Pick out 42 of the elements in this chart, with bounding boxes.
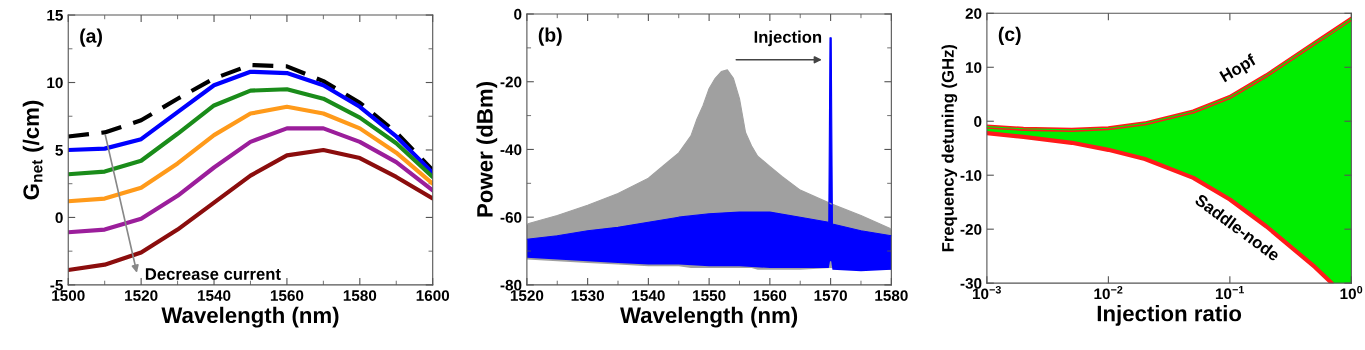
x-tick-label: 1540	[632, 290, 665, 301]
y-tick-label: 0	[55, 212, 63, 224]
x-tick-label: 10$^{0}$	[1340, 285, 1363, 300]
x-axis-title: Wavelength (nm)	[620, 306, 798, 328]
y-tick-label: 5	[55, 145, 63, 156]
x-tick-label: 1550	[693, 290, 726, 301]
text: (b)	[538, 27, 562, 46]
y-tick-label: 10	[966, 62, 982, 73]
x-tick-label: 1570	[814, 290, 847, 301]
x-tick-label: 1580	[875, 290, 908, 301]
y-tick-label: 0	[974, 116, 982, 127]
y-axis-title: G$_{net}$ (/cm)	[22, 100, 44, 200]
y-tick-label: -20	[960, 224, 982, 235]
x-tick-label: 1580	[343, 290, 377, 301]
x-axis-title: Wavelength (nm)	[161, 306, 339, 328]
y-tick-label: -20	[500, 76, 522, 88]
y-axis-title: Frequency detuning (GHz)	[941, 44, 958, 252]
x-tick-label: 1500	[52, 290, 85, 301]
x-tick-label: 1560	[753, 290, 787, 301]
y-tick-label: 15	[47, 10, 63, 21]
y-tick-label: 0	[514, 8, 522, 20]
y-tick-label: 20	[965, 8, 982, 19]
annotation: Decrease current	[145, 268, 281, 280]
y-tick-label: -80	[500, 279, 522, 291]
x-tick-label: 1600	[416, 290, 450, 301]
y-tick-label: -10	[960, 170, 982, 181]
y-tick-label: -40	[500, 144, 522, 156]
text: (a)	[80, 28, 102, 47]
text: (c)	[998, 26, 1021, 45]
x-tick-label: 1520	[510, 290, 544, 301]
annotation: Injection	[754, 30, 822, 47]
x-tick-label: 1530	[571, 290, 604, 301]
x-tick-label: 1520	[125, 290, 158, 301]
x-tick-label: 10$^{−1}$	[1215, 285, 1244, 300]
x-tick-label: 1540	[198, 290, 231, 301]
y-tick-label: -60	[500, 212, 522, 223]
y-tick-label: -5	[50, 279, 63, 291]
y-axis-title: Power (dBm)	[476, 82, 498, 217]
x-axis-title: Injection ratio	[1097, 305, 1242, 326]
x-tick-label: 10$^{−2}$	[1094, 285, 1123, 300]
x-tick-label: 1560	[270, 290, 304, 301]
y-tick-label: 10	[47, 77, 63, 89]
